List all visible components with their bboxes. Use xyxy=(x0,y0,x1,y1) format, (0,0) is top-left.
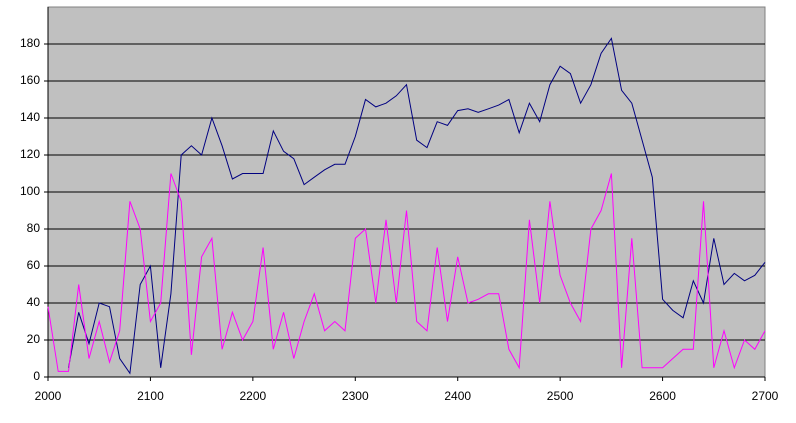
y-tick-label: 100 xyxy=(20,184,40,198)
y-tick-label: 80 xyxy=(27,221,41,235)
y-tick-label: 180 xyxy=(20,36,40,50)
y-tick-label: 40 xyxy=(27,295,41,309)
y-tick-label: 20 xyxy=(27,332,41,346)
x-tick-label: 2600 xyxy=(649,389,676,403)
y-tick-label: 120 xyxy=(20,147,40,161)
data-line xyxy=(68,37,766,375)
x-tick-label: 2000 xyxy=(35,389,62,403)
y-tick-label: 160 xyxy=(20,73,40,87)
x-tick-label: 2200 xyxy=(240,389,267,403)
y-tick-label: 140 xyxy=(20,110,40,124)
x-tick-label: 2100 xyxy=(137,389,164,403)
y-tick-label: 0 xyxy=(33,369,40,383)
x-tick-label: 2700 xyxy=(752,389,779,403)
x-tick-label: 2300 xyxy=(342,389,369,403)
x-tick-label: 2400 xyxy=(444,389,471,403)
data-line xyxy=(47,173,766,372)
y-tick-label: 60 xyxy=(27,258,41,272)
x-tick-label: 2500 xyxy=(547,389,574,403)
